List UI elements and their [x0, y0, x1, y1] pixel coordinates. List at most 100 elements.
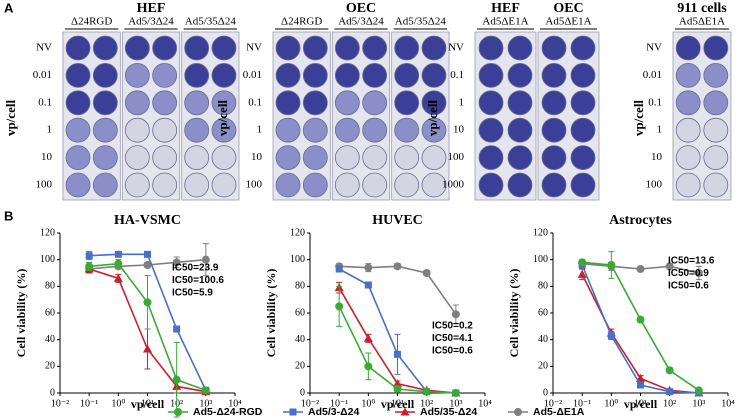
well — [507, 145, 533, 171]
data-point — [393, 379, 402, 388]
well — [302, 63, 328, 88]
plate-row-label: 10 — [651, 151, 663, 163]
plate-axis-label: vp/cell — [631, 100, 646, 136]
data-point — [201, 386, 210, 395]
plate-group-title: OEC — [346, 1, 376, 16]
plate-column-header: Ad5/3Δ24 — [338, 16, 384, 28]
legend-label: Ad5/35-Δ24 — [420, 406, 477, 418]
data-point — [694, 386, 703, 395]
plate — [672, 31, 732, 201]
y-tick-label: 40 — [538, 334, 548, 345]
plate-row-label: 0.01 — [243, 69, 262, 81]
well — [478, 90, 504, 116]
well — [275, 117, 301, 143]
legend-marker — [289, 408, 297, 416]
y-tick-label: 80 — [45, 281, 55, 292]
ic50-annotation: IC50=0.9 — [668, 268, 709, 279]
legend-label: Ad5-Δ24-RGD — [193, 406, 263, 418]
plate — [181, 31, 240, 201]
plate-row-label: NV — [448, 42, 464, 54]
well — [184, 172, 210, 198]
y-tick-label: 0 — [300, 387, 305, 398]
plate-row-label: 100 — [246, 179, 263, 191]
x-tick-label: 10² — [420, 398, 433, 409]
well — [675, 172, 701, 198]
plate-axis-label: vp/cell — [215, 100, 230, 136]
well — [302, 117, 328, 143]
well — [675, 63, 701, 88]
y-tick-label: 20 — [45, 361, 55, 372]
data-point — [607, 261, 616, 269]
data-point — [364, 263, 373, 272]
x-tick-label: 10⁻¹ — [330, 398, 348, 409]
well — [334, 145, 360, 171]
x-tick-label: 10⁰ — [361, 398, 375, 409]
well — [703, 145, 729, 171]
x-tick-label: 10⁴ — [721, 398, 735, 409]
x-tick-label: 10¹ — [141, 398, 154, 409]
y-tick-label: 60 — [538, 307, 548, 318]
plate-axis-label: vp/cell — [3, 100, 18, 136]
well — [65, 35, 91, 61]
data-point — [364, 281, 372, 289]
data-point — [578, 258, 587, 267]
well — [362, 145, 388, 171]
x-tick-label: 10³ — [692, 398, 705, 409]
data-point — [694, 269, 703, 277]
well — [478, 172, 504, 198]
x-tick-label: 10¹ — [391, 398, 404, 409]
well — [362, 63, 388, 88]
well — [92, 117, 118, 143]
well — [675, 35, 701, 61]
ic50-annotation: IC50=0.6 — [432, 346, 473, 357]
well — [541, 90, 567, 116]
x-tick-label: 10⁴ — [478, 398, 492, 409]
well — [570, 145, 596, 171]
well — [152, 90, 178, 116]
well — [211, 172, 237, 198]
y-tick-label: 120 — [40, 227, 55, 238]
well — [703, 35, 729, 61]
data-point — [172, 258, 181, 267]
well — [541, 172, 567, 198]
well — [302, 35, 328, 61]
legend-marker — [400, 407, 410, 416]
well — [362, 35, 388, 61]
y-tick-label: 20 — [295, 361, 305, 372]
plate-row-label: 1 — [47, 124, 53, 136]
well — [152, 172, 178, 198]
well — [65, 90, 91, 116]
well — [124, 63, 150, 88]
well — [507, 90, 533, 116]
plate-row-label: 1 — [657, 124, 663, 136]
data-point — [394, 350, 401, 358]
well — [275, 90, 301, 116]
plate-row-label: NV — [36, 42, 52, 54]
legend-label: Ad5-ΔE1A — [533, 406, 585, 418]
well — [507, 63, 533, 88]
x-tick-label: 10⁻² — [544, 398, 562, 409]
plate-column-title: HEF — [491, 1, 520, 16]
panel-label: B — [4, 208, 13, 223]
chart-title: HA-VSMC — [114, 213, 181, 228]
y-tick-label: 80 — [295, 281, 305, 292]
series-line — [339, 265, 457, 315]
plate-row-label: 100 — [646, 179, 663, 191]
y-tick-label: 0 — [543, 387, 548, 398]
plate-row-label: 0.1 — [248, 96, 262, 108]
plate-column-title: OEC — [553, 1, 583, 16]
well — [703, 117, 729, 143]
data-point — [364, 362, 373, 371]
well — [507, 172, 533, 198]
well — [65, 145, 91, 171]
legend-marker — [514, 408, 522, 416]
data-point — [422, 269, 431, 277]
well — [394, 172, 420, 198]
y-axis-label: Cell viability (%) — [14, 269, 28, 358]
panel-label: A — [4, 0, 14, 15]
x-tick-label: 10⁻² — [301, 398, 319, 409]
data-point — [665, 262, 674, 271]
well — [478, 63, 504, 88]
data-point — [636, 265, 645, 273]
plate-row-label: 10 — [41, 151, 53, 163]
